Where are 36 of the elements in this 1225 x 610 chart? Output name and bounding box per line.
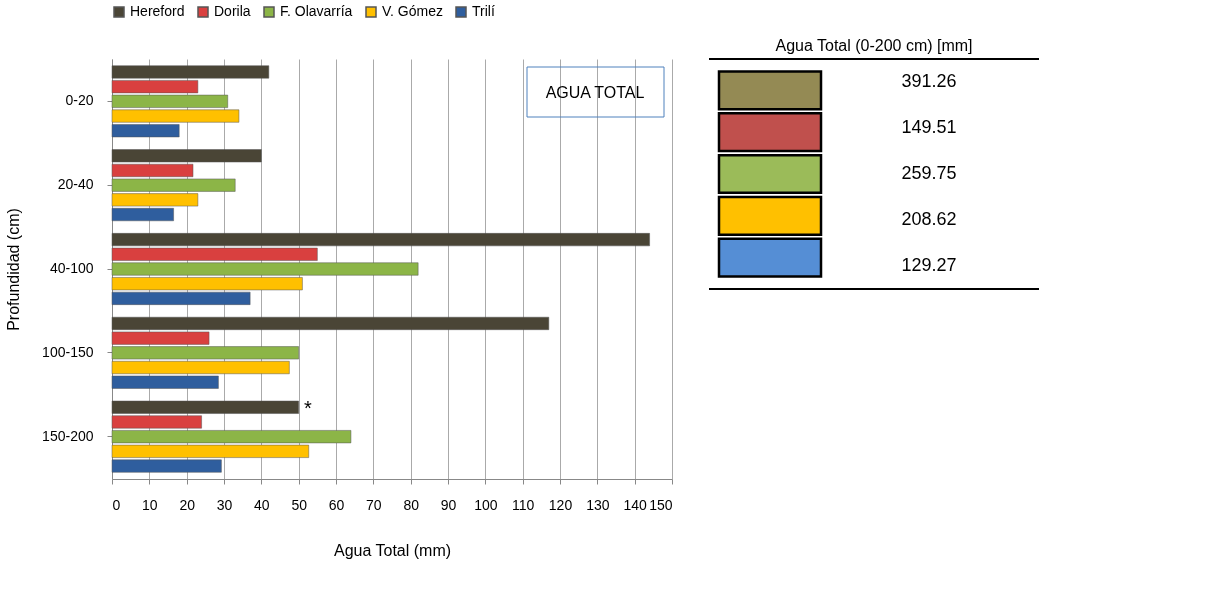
y-tick-label: 40-100 <box>49 260 94 276</box>
x-tick-label: 0 <box>112 496 121 513</box>
x-tick-label: 20 <box>179 496 196 513</box>
legend-label: Trilí <box>472 3 495 19</box>
annotation: * <box>304 397 312 419</box>
x-tick-label: 90 <box>440 496 457 513</box>
x-tick-label: 10 <box>142 496 158 513</box>
text: Agua Total (0-200 cm) [mm] <box>775 37 973 54</box>
x-tick-label: 120 <box>548 496 573 513</box>
x-tick-label: 150 <box>649 496 673 513</box>
x-tick-label: 70 <box>366 496 382 513</box>
x-tick-label: 80 <box>403 496 420 513</box>
data-label: 129.27 <box>901 255 957 275</box>
data-label: 259.75 <box>901 163 957 183</box>
x-tick-label: 130 <box>586 496 610 513</box>
legend-label: V. Gómez <box>382 3 443 19</box>
data-label: 208.62 <box>901 209 957 229</box>
x-tick-label: 30 <box>216 496 233 513</box>
y-tick-label: 100-150 <box>42 343 94 360</box>
annotation: AGUA TOTAL <box>545 84 645 101</box>
y-axis-title: Profundidad (cm) <box>5 208 23 331</box>
legend-label: Hereford <box>130 3 185 19</box>
x-axis-title: Agua Total (mm) <box>333 541 452 559</box>
data-label: 391.26 <box>901 71 957 91</box>
y-tick-label: 20-40 <box>57 176 94 193</box>
x-tick-label: 40 <box>254 496 270 513</box>
legend-label: F. Olavarría <box>280 3 353 19</box>
x-tick-label: 140 <box>623 496 648 513</box>
y-tick-label: 150-200 <box>42 427 94 444</box>
legend-label: Dorila <box>214 3 251 19</box>
y-tick-label: 0-20 <box>65 92 94 109</box>
x-tick-label: 100 <box>474 496 498 513</box>
x-tick-label: 110 <box>512 496 535 513</box>
data-label: 149.51 <box>901 117 957 137</box>
x-tick-label: 50 <box>291 496 308 513</box>
x-tick-label: 60 <box>328 496 345 513</box>
